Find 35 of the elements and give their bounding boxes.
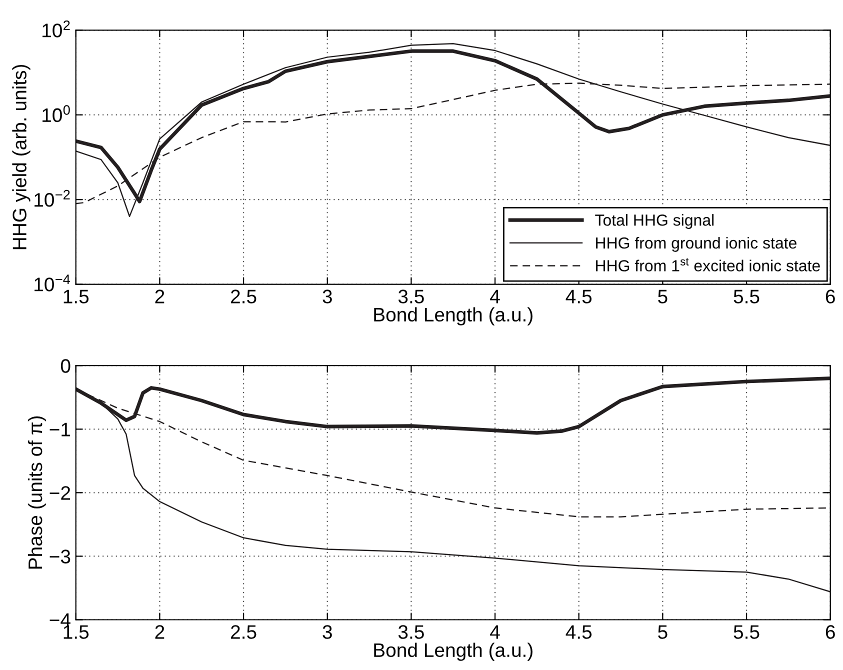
x-tick-label: 3.5: [398, 625, 424, 639]
x-tick-label: 1.5: [64, 290, 89, 304]
x-tick-label: 2.5: [231, 290, 256, 304]
x-tick-label: 5: [658, 625, 668, 639]
x-tick-label: 2: [155, 290, 164, 304]
x-tick-label: 3: [322, 290, 332, 304]
legend-label: HHG from 1$^{st}$ excited ionic state: [596, 258, 820, 272]
x-tick-label: 5: [658, 290, 668, 304]
legend-label: HHG from ground ionic state: [596, 236, 796, 252]
y-tick-label: 0: [60, 359, 70, 373]
y-tick-label: 10$^{2}$: [42, 20, 70, 38]
x-tick-label: 4.5: [566, 290, 592, 304]
x-tick-label: 2.5: [231, 625, 256, 639]
y-tick-label: 10$^{0}$: [42, 105, 70, 122]
y-axis-title: Phase (units of π): [28, 416, 46, 569]
x-axis-title: Bond Length (a.u.): [374, 642, 532, 661]
x-tick-label: 4: [490, 290, 500, 304]
y-tick-label: −3: [50, 550, 70, 564]
legend-label: Total HHG signal: [595, 214, 714, 229]
x-tick-label: 5.5: [734, 625, 760, 639]
x-tick-label: 6: [826, 290, 835, 304]
y-tick-label: 10$^{−2}$: [34, 190, 70, 207]
y-axis-title: HHG yield (arb. units): [12, 64, 30, 250]
y-tick-label: −4: [50, 613, 70, 627]
x-tick-label: 4: [490, 625, 500, 639]
y-tick-label: −2: [50, 486, 70, 500]
x-tick-label: 1.5: [64, 625, 89, 639]
x-tick-label: 4.5: [566, 625, 592, 639]
x-axis-title: Bond Length (a.u.): [374, 307, 532, 326]
x-tick-label: 2: [155, 625, 164, 639]
x-tick-label: 3.5: [398, 290, 424, 304]
x-tick-label: 5.5: [734, 290, 760, 304]
y-tick-label: −1: [50, 422, 70, 436]
x-tick-label: 3: [322, 625, 332, 639]
x-tick-label: 6: [826, 625, 835, 639]
